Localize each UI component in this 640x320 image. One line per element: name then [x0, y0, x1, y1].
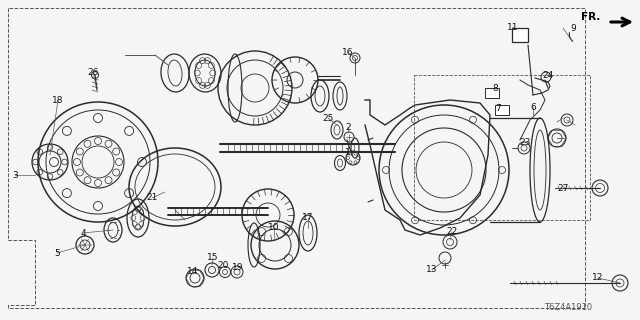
Text: 5: 5: [54, 249, 60, 258]
Text: 25: 25: [323, 114, 333, 123]
Text: 12: 12: [592, 274, 604, 283]
Bar: [495, 105, 509, 115]
Bar: [485, 88, 499, 98]
Text: 6: 6: [530, 102, 536, 111]
Text: 21: 21: [147, 194, 157, 203]
Text: T6Z4A1910: T6Z4A1910: [544, 302, 592, 311]
Text: 19: 19: [232, 263, 244, 273]
Text: 7: 7: [495, 103, 501, 113]
Text: 14: 14: [188, 268, 198, 276]
Text: 22: 22: [446, 228, 458, 236]
Text: FR.: FR.: [580, 12, 600, 22]
Text: 1: 1: [345, 148, 351, 156]
Text: 4: 4: [80, 228, 86, 237]
Text: 23: 23: [519, 138, 531, 147]
Text: 11: 11: [508, 22, 519, 31]
Text: 18: 18: [52, 95, 64, 105]
FancyBboxPatch shape: [512, 28, 528, 42]
Text: 26: 26: [87, 68, 99, 76]
Text: 24: 24: [542, 70, 554, 79]
Text: 17: 17: [302, 213, 314, 222]
Text: 8: 8: [492, 84, 498, 92]
Text: 13: 13: [426, 266, 438, 275]
Text: 27: 27: [557, 183, 569, 193]
Text: 2: 2: [345, 123, 351, 132]
Text: 15: 15: [207, 253, 219, 262]
Text: 16: 16: [342, 47, 354, 57]
Text: 9: 9: [570, 23, 576, 33]
Text: 10: 10: [268, 222, 280, 231]
Text: 3: 3: [12, 171, 18, 180]
Text: 20: 20: [218, 260, 228, 269]
